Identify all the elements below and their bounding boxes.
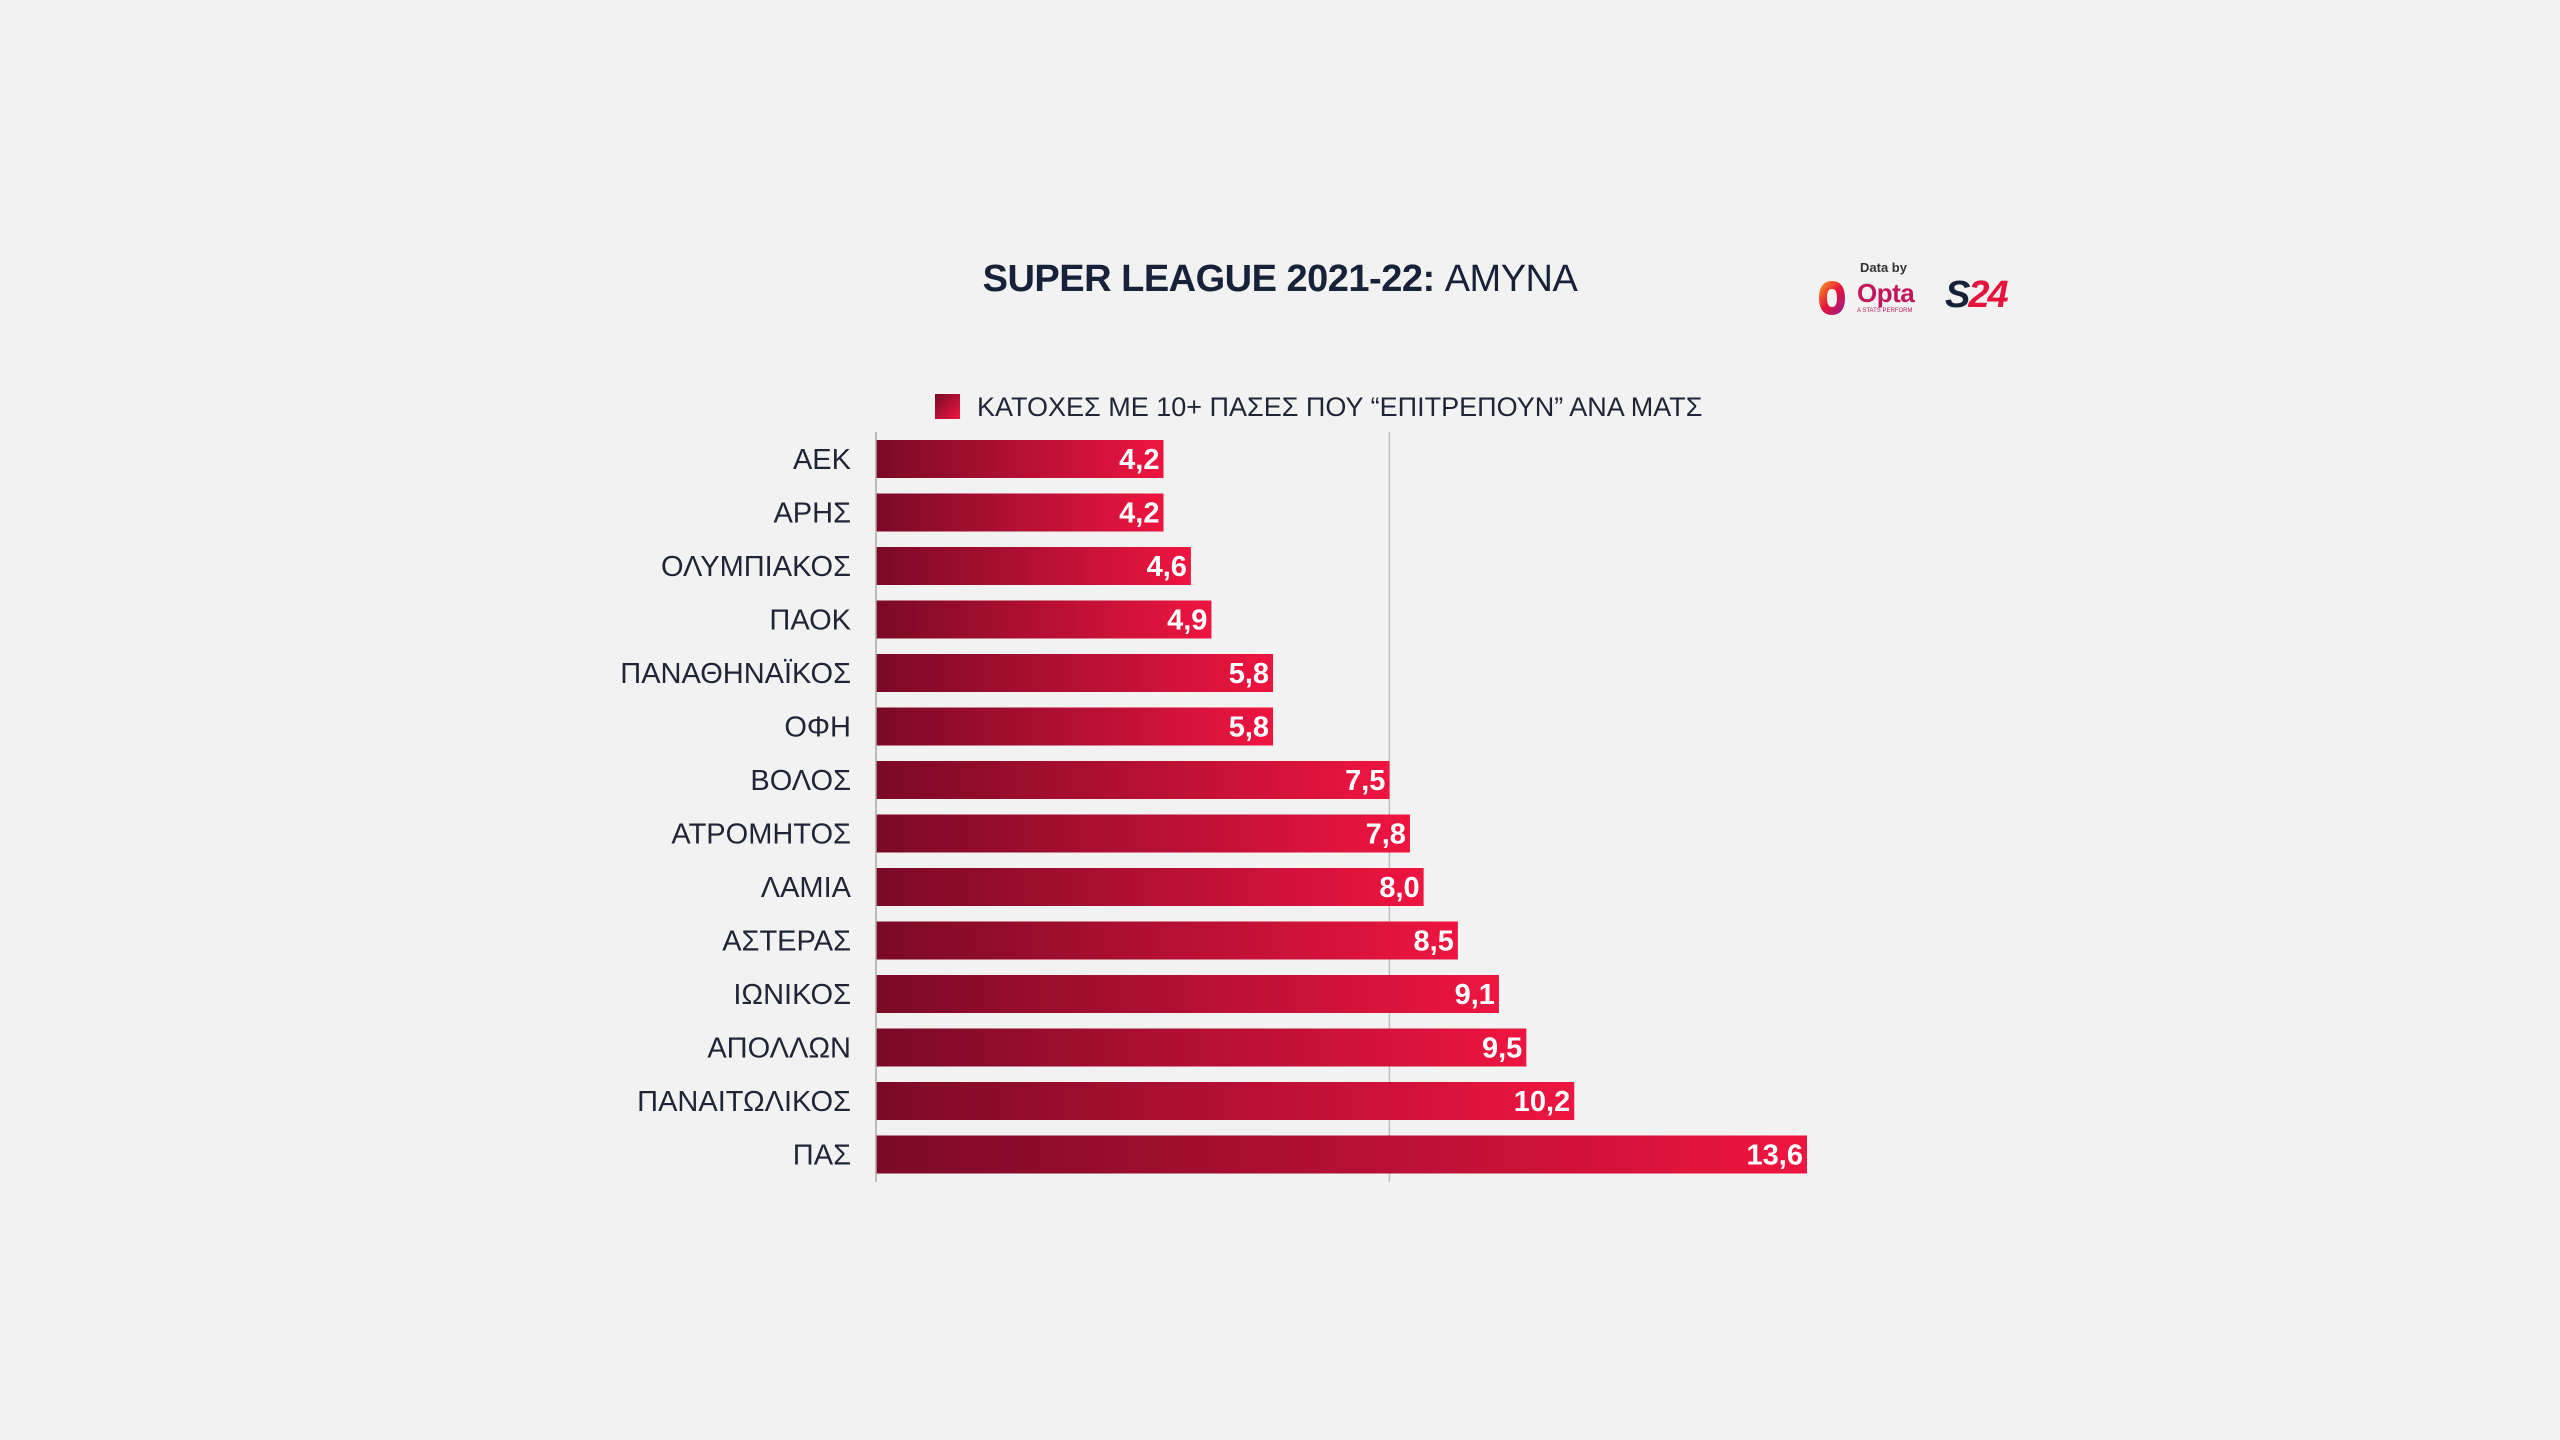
value-label-1: 4,2 xyxy=(1119,498,1159,530)
value-label-4: 5,8 xyxy=(1229,658,1269,690)
value-label-9: 8,5 xyxy=(1414,926,1454,958)
opta-sub: A STATS PERFORM xyxy=(1857,308,1913,314)
category-label-4: ΠΑΝΑΘΗΝΑΪΚΟΣ xyxy=(620,658,851,690)
category-label-7: ΑΤΡΟΜΗΤΟΣ xyxy=(671,819,851,851)
bar-10 xyxy=(876,975,1499,1013)
legend-swatch xyxy=(935,394,960,419)
bar-11 xyxy=(876,1028,1527,1067)
s24-logo: S24 xyxy=(1945,274,2009,317)
category-label-1: ΑΡΗΣ xyxy=(773,498,851,530)
bar-5 xyxy=(876,707,1274,746)
bar-2 xyxy=(876,547,1191,585)
bar-0 xyxy=(876,440,1164,478)
category-label-12: ΠΑΝΑΙΤΩΛΙΚΟΣ xyxy=(637,1086,851,1118)
bar-6 xyxy=(876,761,1390,799)
value-label-11: 9,5 xyxy=(1482,1033,1522,1065)
legend-label: ΚΑΤΟΧΕΣ ΜΕ 10+ ΠΑΣΕΣ ΠΟΥ “ΕΠΙΤΡΕΠΟΥΝ” ΑΝ… xyxy=(977,392,1702,422)
chart-title: SUPER LEAGUE 2021-22: ΑΜΥΝΑ xyxy=(0,258,2560,301)
bar-13 xyxy=(876,1135,1807,1174)
category-label-10: ΙΩΝΙΚΟΣ xyxy=(733,979,851,1011)
s24-number: 24 xyxy=(1968,274,2008,316)
value-label-5: 5,8 xyxy=(1229,712,1269,744)
value-label-7: 7,8 xyxy=(1366,819,1406,851)
category-label-13: ΠΑΣ xyxy=(793,1140,851,1172)
bar-4 xyxy=(876,654,1274,692)
bar-12 xyxy=(876,1082,1575,1120)
category-label-6: ΒΟΛΟΣ xyxy=(750,765,851,797)
value-label-2: 4,6 xyxy=(1147,551,1187,583)
s24-s: S xyxy=(1945,274,1970,316)
bar-3 xyxy=(876,600,1212,639)
title-bold: SUPER LEAGUE 2021-22: xyxy=(982,258,1436,300)
value-label-12: 10,2 xyxy=(1514,1086,1570,1118)
legend: ΚΑΤΟΧΕΣ ΜΕ 10+ ΠΑΣΕΣ ΠΟΥ “ΕΠΙΤΡΕΠΟΥΝ” ΑΝ… xyxy=(935,392,1702,422)
value-label-3: 4,9 xyxy=(1167,605,1207,637)
category-label-3: ΠΑΟΚ xyxy=(769,605,851,637)
category-label-0: ΑΕΚ xyxy=(793,444,852,476)
value-label-6: 7,5 xyxy=(1345,765,1385,797)
bar-9 xyxy=(876,921,1458,960)
bar-1 xyxy=(876,493,1164,532)
value-label-8: 8,0 xyxy=(1379,872,1419,904)
category-label-9: ΑΣΤΕΡΑΣ xyxy=(722,926,851,958)
title-regular: ΑΜΥΝΑ xyxy=(1444,258,1578,300)
value-label-0: 4,2 xyxy=(1119,444,1159,476)
category-label-5: ΟΦΗ xyxy=(784,712,851,744)
category-label-8: ΛΑΜΙΑ xyxy=(761,872,852,904)
category-label-2: ΟΛΥΜΠΙΑΚΟΣ xyxy=(661,551,851,583)
bars xyxy=(876,440,1807,1174)
bar-7 xyxy=(876,814,1410,853)
category-label-11: ΑΠΟΛΛΩΝ xyxy=(707,1033,851,1065)
value-label-10: 9,1 xyxy=(1455,979,1495,1011)
value-labels: 4,2 4,2 4,6 4,9 5,8 5,8 7,5 7,8 8,0 8,59,1 9,5 10,2… xyxy=(1119,444,1803,1172)
logos: Data by Opta A STATS PERFORM S24 xyxy=(1815,258,2045,318)
opta-logo-icon xyxy=(1819,281,1845,315)
bar-8 xyxy=(876,868,1424,906)
category-labels: ΑΕΚ ΑΡΗΣ ΟΛΥΜΠΙΑΚΟΣ ΠΑΟΚ ΠΑΝΑΘΗΝΑΪΚΟΣ ΟΦΗ ΒΟΛΟ… xyxy=(620,444,851,1172)
value-label-13: 13,6 xyxy=(1747,1140,1803,1172)
opta-name: Opta xyxy=(1857,278,1915,308)
opta-caption: Data by xyxy=(1860,260,1907,275)
